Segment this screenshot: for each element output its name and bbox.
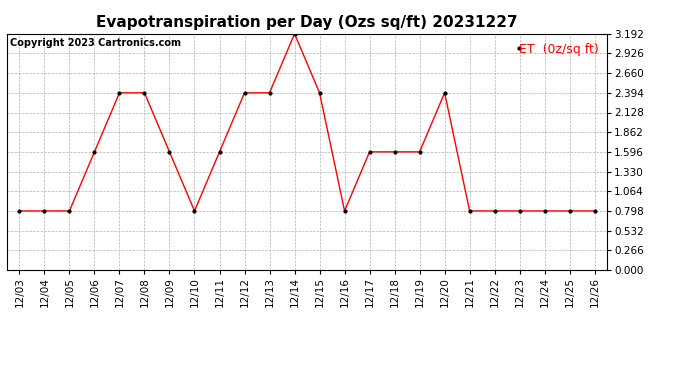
ET  (0z/sq ft) bbox=[540, 209, 549, 213]
ET  (0z/sq ft) bbox=[466, 209, 474, 213]
ET  (0z/sq ft) bbox=[140, 91, 148, 95]
ET  (0z/sq ft) bbox=[415, 150, 424, 154]
ET  (0z/sq ft) bbox=[90, 150, 99, 154]
ET  (0z/sq ft) bbox=[15, 209, 23, 213]
ET  (0z/sq ft) bbox=[290, 32, 299, 36]
ET  (0z/sq ft) bbox=[166, 150, 174, 154]
ET  (0z/sq ft) bbox=[315, 91, 324, 95]
ET  (0z/sq ft) bbox=[190, 209, 199, 213]
Legend: ET  (0z/sq ft): ET (0z/sq ft) bbox=[516, 40, 601, 58]
Text: Copyright 2023 Cartronics.com: Copyright 2023 Cartronics.com bbox=[10, 39, 181, 48]
ET  (0z/sq ft) bbox=[240, 91, 248, 95]
ET  (0z/sq ft) bbox=[340, 209, 348, 213]
ET  (0z/sq ft) bbox=[591, 209, 599, 213]
ET  (0z/sq ft) bbox=[266, 91, 274, 95]
ET  (0z/sq ft) bbox=[391, 150, 399, 154]
ET  (0z/sq ft) bbox=[515, 209, 524, 213]
ET  (0z/sq ft) bbox=[66, 209, 74, 213]
ET  (0z/sq ft) bbox=[366, 150, 374, 154]
ET  (0z/sq ft) bbox=[491, 209, 499, 213]
Title: Evapotranspiration per Day (Ozs sq/ft) 20231227: Evapotranspiration per Day (Ozs sq/ft) 2… bbox=[96, 15, 518, 30]
Line: ET  (0z/sq ft): ET (0z/sq ft) bbox=[17, 31, 598, 214]
ET  (0z/sq ft) bbox=[566, 209, 574, 213]
ET  (0z/sq ft) bbox=[40, 209, 48, 213]
ET  (0z/sq ft) bbox=[440, 91, 449, 95]
ET  (0z/sq ft) bbox=[115, 91, 124, 95]
ET  (0z/sq ft) bbox=[215, 150, 224, 154]
